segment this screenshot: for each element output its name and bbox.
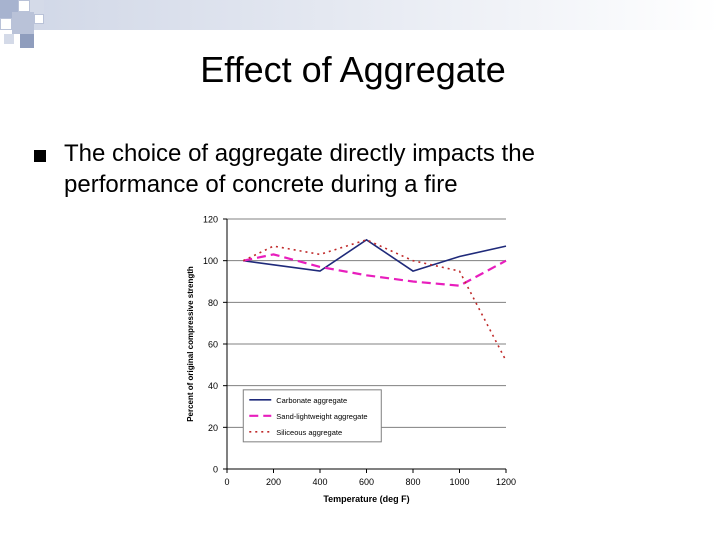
decor-square-8 (4, 34, 14, 44)
y-tick-label: 80 (208, 298, 218, 308)
y-tick-label: 20 (208, 423, 218, 433)
series-line-2 (243, 253, 507, 287)
legend-label: Siliceous aggregate (276, 428, 342, 437)
series-line-3 (242, 238, 507, 362)
decor-square-6 (34, 14, 44, 24)
decor-square-4 (0, 18, 12, 30)
bullet-text: The choice of aggregate directly impacts… (64, 140, 535, 198)
decor-square-3 (30, 0, 44, 14)
x-tick-label: 1200 (496, 477, 516, 487)
y-tick-label: 40 (208, 381, 218, 391)
y-tick-label: 120 (203, 215, 218, 225)
x-tick-label: 0 (224, 477, 229, 487)
decor-square-5 (12, 12, 34, 34)
series-line-1 (243, 238, 507, 272)
slide-title: Effect of Aggregate (200, 49, 506, 90)
y-axis-label: Percent of original compressive strength (186, 266, 195, 422)
y-tick-label: 0 (213, 465, 218, 475)
x-tick-label: 1000 (449, 477, 469, 487)
decor-square-7 (20, 34, 34, 48)
y-tick-label: 60 (208, 340, 218, 350)
x-tick-label: 800 (405, 477, 420, 487)
x-axis-label: Temperature (deg F) (323, 494, 409, 504)
title-bar-band (0, 0, 720, 30)
x-tick-label: 200 (266, 477, 281, 487)
decor-square-2 (18, 0, 30, 12)
bullet-square-icon (34, 150, 46, 162)
y-tick-label: 100 (203, 256, 218, 266)
x-tick-label: 600 (359, 477, 374, 487)
legend-label: Carbonate aggregate (276, 396, 347, 405)
legend-label: Sand-lightweight aggregate (276, 412, 367, 421)
x-tick-label: 400 (312, 477, 327, 487)
